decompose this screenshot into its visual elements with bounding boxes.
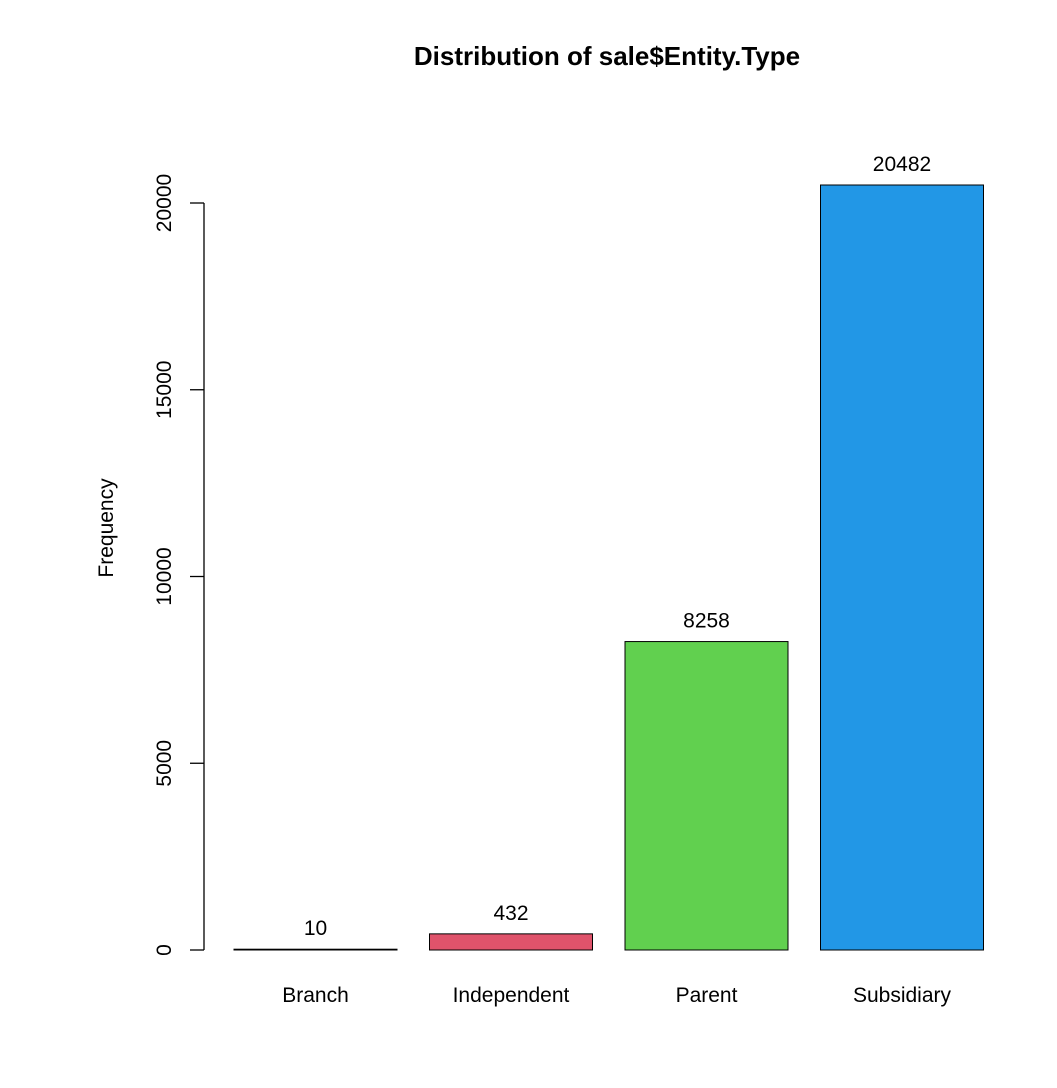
x-category-label: Branch (282, 984, 349, 1007)
y-tick-label: 5000 (153, 740, 176, 787)
data-labels-group: 10 432 8258 20482 (304, 153, 931, 940)
x-category-label: Parent (676, 984, 738, 1007)
data-label: 432 (493, 902, 528, 925)
bar-independent (429, 933, 593, 951)
category-labels-group: Branch Independent Parent Subsidiary (282, 984, 951, 1007)
bar-branch (233, 948, 398, 951)
y-tick-label: 20000 (153, 174, 176, 232)
bar-subsidiary (820, 184, 984, 951)
data-label: 20482 (873, 153, 931, 176)
y-axis: 0 5000 10000 15000 20000 (153, 174, 205, 956)
y-tick-label: 10000 (153, 547, 176, 605)
data-label: 8258 (683, 610, 730, 633)
bars-group (233, 184, 984, 951)
y-tick-label: 15000 (153, 361, 176, 419)
bar-parent (624, 641, 789, 951)
x-category-label: Subsidiary (853, 984, 952, 1007)
x-category-label: Independent (453, 984, 570, 1007)
y-tick-label: 0 (153, 944, 176, 956)
chart-title: Distribution of sale$Entity.Type (414, 41, 800, 71)
y-axis-label: Frequency (95, 478, 118, 578)
data-label: 10 (304, 917, 327, 940)
